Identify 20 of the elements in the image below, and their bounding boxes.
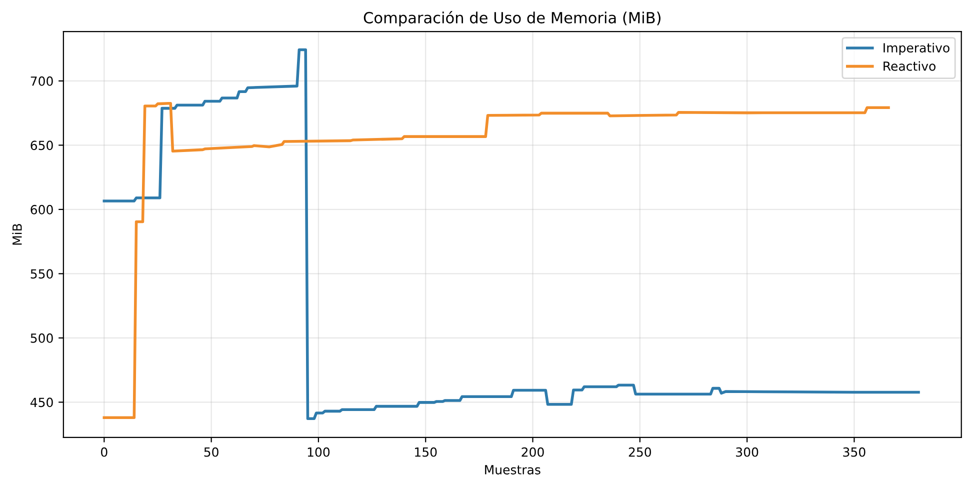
legend-label: Imperativo (884, 42, 950, 55)
y-tick-label: 450 (30, 398, 53, 408)
y-tick-label: 600 (30, 204, 53, 214)
x-tick-label: 50 (204, 447, 218, 457)
chart-title: Comparación de Uso de Memoria (MiB) (364, 11, 660, 26)
x-axis-title: Muestras (485, 465, 540, 474)
legend-label: Reactivo (884, 61, 936, 71)
x-tick-label: 250 (628, 447, 652, 457)
y-tick-label: 550 (30, 269, 53, 279)
x-tick-label: 150 (415, 447, 437, 457)
x-tick-label: 300 (736, 447, 758, 457)
y-axis-title: MiB (12, 224, 22, 245)
x-tick-label: 100 (308, 447, 330, 457)
y-tick-label: 650 (30, 140, 53, 150)
y-tick-label: 700 (30, 76, 53, 86)
x-tick-label: 350 (843, 447, 866, 457)
x-tick-label: 200 (522, 447, 544, 457)
line-series (102, 102, 890, 419)
y-tick-label: 500 (30, 333, 53, 343)
x-tick-label: 0 (101, 447, 108, 457)
